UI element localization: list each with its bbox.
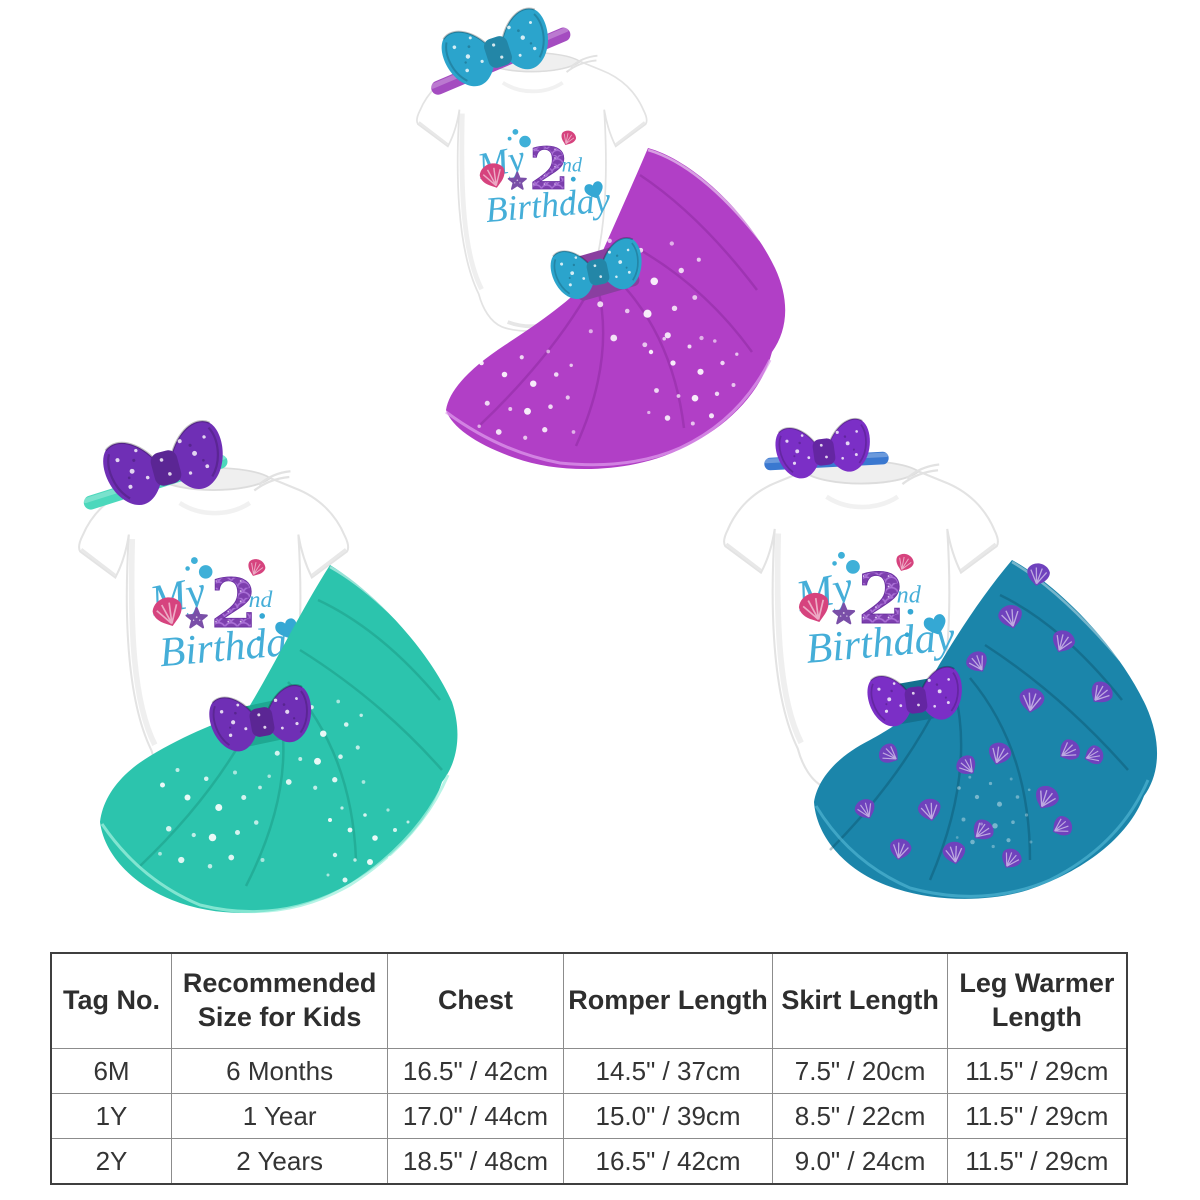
cell-romper-length: 14.5" / 37cm [562,1048,774,1094]
tutu-purple [445,148,786,470]
cell-leg-warmer-length: 11.5" / 29cm [946,1048,1128,1094]
size-row-6m: 6M 6 Months 16.5" / 42cm 14.5" / 37cm 7.… [50,1048,1128,1094]
cell-leg-warmer-length: 11.5" / 29cm [946,1093,1128,1139]
outfit-turquoise-tutu-set [79,415,458,914]
size-chart-table: Tag No. Recommended Size for Kids Chest … [50,952,1128,1185]
cell-tag: 2Y [50,1138,172,1185]
header-recommended-size: Recommended Size for Kids [170,952,389,1049]
cell-skirt-length: 9.0" / 24cm [772,1138,948,1185]
cell-chest: 18.5" / 48cm [387,1138,564,1185]
cell-chest: 17.0" / 44cm [387,1093,564,1139]
size-row-1y: 1Y 1 Year 17.0" / 44cm 15.0" / 39cm 8.5"… [50,1093,1128,1139]
outfit-shell-print-tutu-set [724,416,1158,899]
tutu-shell-print [814,560,1158,899]
header-chest: Chest [387,952,564,1049]
header-tag-no: Tag No. [50,952,172,1049]
cell-romper-length: 16.5" / 42cm [562,1138,774,1185]
cell-size: 2 Years [170,1138,389,1185]
header-leg-warmer-length: Leg Warmer Length [946,952,1128,1049]
outfit-purple-tutu-set [417,3,786,470]
header-skirt-length: Skirt Length [772,952,948,1049]
size-row-2y: 2Y 2 Years 18.5" / 48cm 16.5" / 42cm 9.0… [50,1138,1128,1185]
cell-leg-warmer-length: 11.5" / 29cm [946,1138,1128,1185]
cell-romper-length: 15.0" / 39cm [562,1093,774,1139]
header-romper-length: Romper Length [562,952,774,1049]
cell-chest: 16.5" / 42cm [387,1048,564,1094]
outfits-illustration: My 2 nd Birthday [0,3,1158,914]
cell-skirt-length: 7.5" / 20cm [772,1048,948,1094]
cell-skirt-length: 8.5" / 22cm [772,1093,948,1139]
cell-size: 6 Months [170,1048,389,1094]
cell-tag: 6M [50,1048,172,1094]
cell-size: 1 Year [170,1093,389,1139]
size-chart-header-row: Tag No. Recommended Size for Kids Chest … [50,952,1128,1049]
cell-tag: 1Y [50,1093,172,1139]
